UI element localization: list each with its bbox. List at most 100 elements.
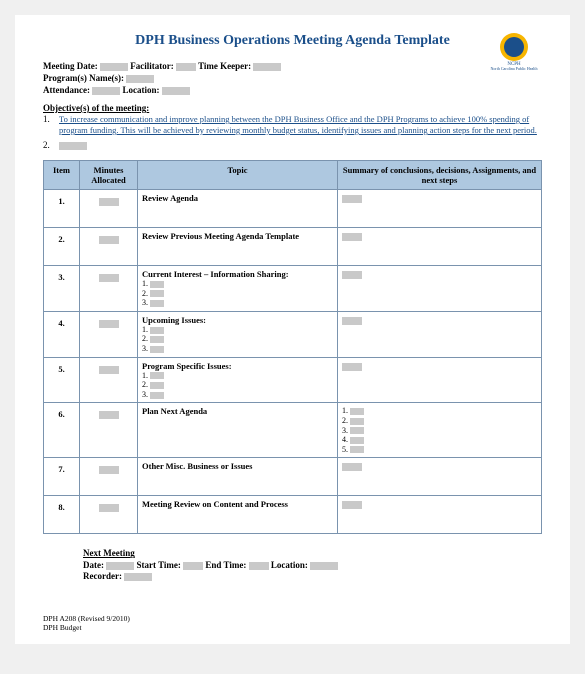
page: NCPH North Carolina Public Health DPH Bu… [15,15,570,644]
location-label: Location: [123,85,160,95]
minutes-field [99,466,119,474]
summary-field [342,363,362,371]
cell-item: 3. [44,266,80,312]
meta-row-1: Meeting Date: Facilitator: Time Keeper: [43,61,542,71]
cell-summary [338,266,542,312]
objective-1-text: To increase communication and improve pl… [59,114,542,136]
cell-topic: Meeting Review on Content and Process [138,496,338,534]
attendance-field [92,87,120,95]
th-summary: Summary of conclusions, decisions, Assig… [338,161,542,190]
minutes-field [99,236,119,244]
location-field [162,87,190,95]
footer-line-1: DPH A208 (Revised 9/2010) [43,614,130,623]
cell-minutes [80,357,138,403]
nm-recorder-label: Recorder: [83,571,122,581]
cell-summary [338,311,542,357]
cell-item: 8. [44,496,80,534]
nm-end-field [249,562,269,570]
summary-field [342,271,362,279]
cell-topic: Review Previous Meeting Agenda Template [138,228,338,266]
cell-summary [338,357,542,403]
cell-topic: Plan Next Agenda [138,403,338,458]
nm-date-field [106,562,134,570]
cell-item: 6. [44,403,80,458]
logo-subtitle: North Carolina Public Health [486,67,542,71]
minutes-field [99,366,119,374]
objective-1-num: 1. [43,114,59,136]
meta-row-3: Attendance: Location: [43,85,542,95]
nm-start-label: Start Time: [137,560,181,570]
time-keeper-field [253,63,281,71]
table-row: 6. Plan Next Agenda1. 2. 3. 4. 5. [44,403,542,458]
next-meeting: Next Meeting Date: Start Time: End Time:… [83,548,542,581]
nm-location-field [310,562,338,570]
objective-1: 1. To increase communication and improve… [43,114,542,136]
th-item: Item [44,161,80,190]
agenda-table: Item Minutes Allocated Topic Summary of … [43,160,542,534]
table-row: 4. Upcoming Issues:1. 2. 3. [44,311,542,357]
th-minutes: Minutes Allocated [80,161,138,190]
cell-topic: Review Agenda [138,190,338,228]
nm-start-field [183,562,203,570]
next-meeting-heading: Next Meeting [83,548,542,558]
meeting-date-field [100,63,128,71]
cell-item: 1. [44,190,80,228]
objectives-heading: Objective(s) of the meeting: [43,103,542,113]
next-meeting-row-2: Recorder: [83,571,542,581]
cell-minutes [80,311,138,357]
minutes-field [99,198,119,206]
table-row: 1. Review Agenda [44,190,542,228]
nm-end-label: End Time: [205,560,246,570]
table-header-row: Item Minutes Allocated Topic Summary of … [44,161,542,190]
objective-2-num: 2. [43,140,59,150]
programs-label: Program(s) Name(s): [43,73,124,83]
cell-item: 4. [44,311,80,357]
minutes-field [99,274,119,282]
cell-topic: Program Specific Issues:1. 2. 3. [138,357,338,403]
cell-minutes [80,496,138,534]
logo: NCPH North Carolina Public Health [486,33,542,71]
minutes-field [99,411,119,419]
summary-field [342,233,362,241]
objective-2: 2. [43,140,542,150]
programs-field [126,75,154,83]
table-row: 2. Review Previous Meeting Agenda Templat… [44,228,542,266]
summary-field [342,463,362,471]
cell-minutes [80,266,138,312]
nm-location-label: Location: [271,560,308,570]
cell-minutes [80,190,138,228]
cell-summary [338,458,542,496]
cell-item: 7. [44,458,80,496]
table-row: 7.Other Misc. Business or Issues [44,458,542,496]
minutes-field [99,320,119,328]
footer: DPH A208 (Revised 9/2010) DPH Budget [43,614,130,632]
nm-recorder-field [124,573,152,581]
meeting-date-label: Meeting Date: [43,61,98,71]
cell-summary [338,190,542,228]
cell-item: 5. [44,357,80,403]
cell-item: 2. [44,228,80,266]
table-row: 3. Current Interest – Information Sharing… [44,266,542,312]
objective-2-field [59,142,87,150]
table-row: 8. Meeting Review on Content and Process [44,496,542,534]
cell-minutes [80,458,138,496]
cell-minutes [80,228,138,266]
facilitator-field [176,63,196,71]
attendance-label: Attendance: [43,85,90,95]
cell-topic: Upcoming Issues:1. 2. 3. [138,311,338,357]
table-row: 5. Program Specific Issues:1. 2. 3. [44,357,542,403]
minutes-field [99,504,119,512]
th-topic: Topic [138,161,338,190]
cell-summary [338,228,542,266]
summary-field [342,195,362,203]
cell-summary [338,496,542,534]
summary-field [342,317,362,325]
footer-line-2: DPH Budget [43,623,130,632]
cell-summary: 1. 2. 3. 4. 5. [338,403,542,458]
logo-icon [500,33,528,61]
cell-topic: Current Interest – Information Sharing:1… [138,266,338,312]
nm-date-label: Date: [83,560,104,570]
facilitator-label: Facilitator: [130,61,173,71]
meta-row-2: Program(s) Name(s): [43,73,542,83]
cell-minutes [80,403,138,458]
